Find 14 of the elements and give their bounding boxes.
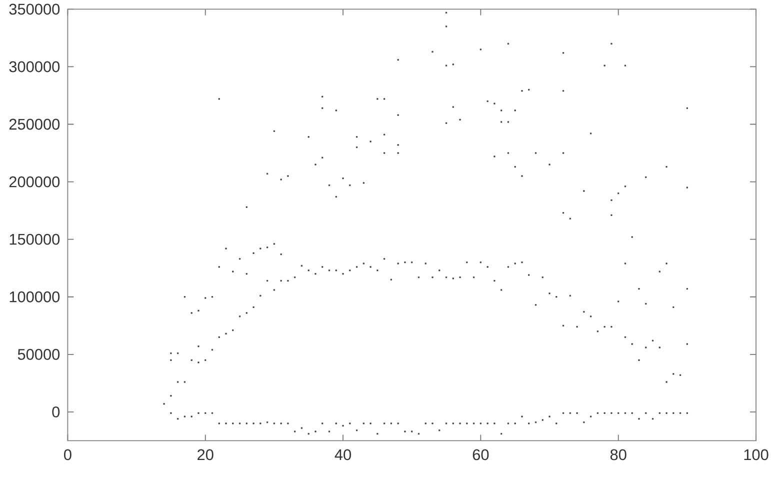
x-tick-label: 60 [472,449,489,460]
y-tick-label: 100000 [10,291,60,302]
y-tick-label: 250000 [9,118,60,130]
y-tick-label: 50000 [18,348,60,360]
x-tick-label: 20 [198,449,214,460]
y-tick-label: 150000 [10,234,60,245]
x-tick-label: 0 [64,449,72,460]
x-tick-label: 40 [334,449,352,460]
x-tick-label: 80 [610,449,626,460]
y-tick-label: 350000 [9,4,60,15]
x-tick-label: 100 [744,449,768,460]
y-tick-label: 300000 [9,61,60,72]
y-tick-label: 0 [52,406,60,418]
y-tick-label: 200000 [9,176,60,188]
